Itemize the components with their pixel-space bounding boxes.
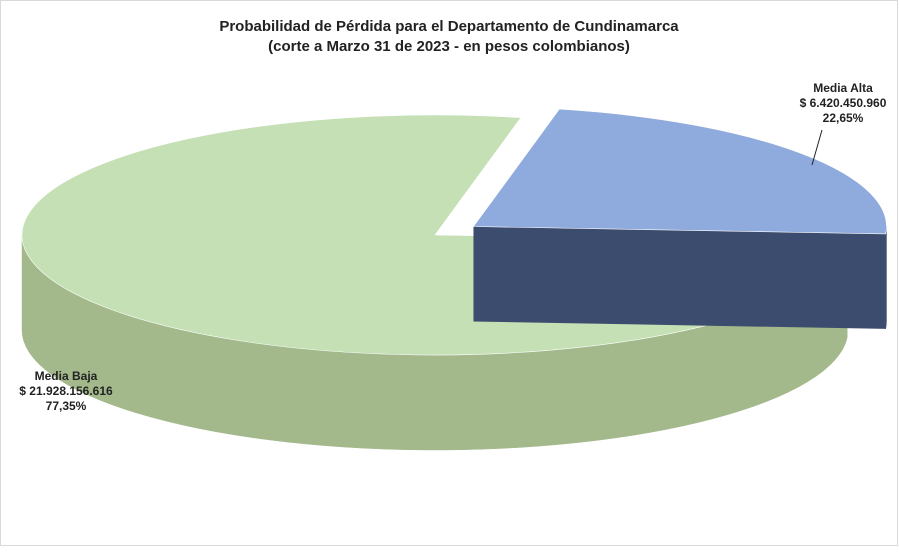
leader-line bbox=[811, 129, 823, 166]
value-label: $ 21.928.156.616 bbox=[19, 384, 113, 398]
slice bbox=[472, 108, 887, 235]
slice-face bbox=[473, 226, 886, 329]
chart-title: Probabilidad de Pérdida para el Departam… bbox=[219, 18, 679, 35]
value-label: $ 6.420.450.960 bbox=[800, 96, 887, 110]
percent-label: 22,65% bbox=[823, 111, 864, 125]
percent-label: 77,35% bbox=[46, 399, 87, 413]
category-label: Media Baja bbox=[35, 369, 98, 383]
chart-subtitle: (corte a Marzo 31 de 2023 - en pesos col… bbox=[268, 38, 630, 55]
slice-side bbox=[885, 226, 887, 329]
pie bbox=[21, 108, 887, 451]
category-label: Media Alta bbox=[813, 81, 873, 95]
